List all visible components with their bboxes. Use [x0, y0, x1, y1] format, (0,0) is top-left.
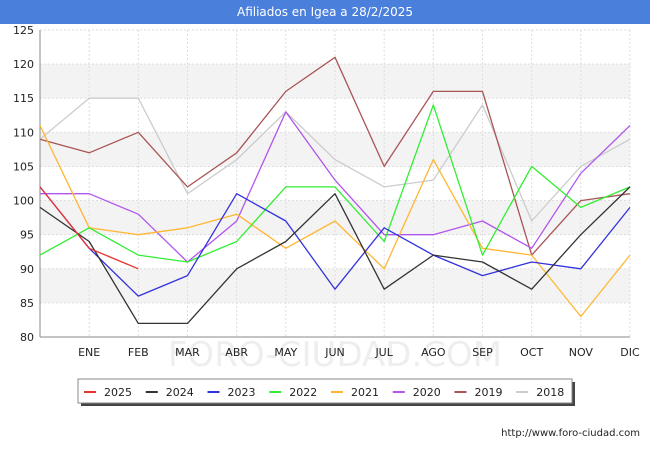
y-axis: 80 85 90 95 100 105 110 115 120 125: [13, 24, 34, 344]
legend: 2025 2024 2023 2022 2021 2020 2019 2018: [77, 378, 575, 406]
series-line-2022: [39, 104, 631, 263]
y-tick-label: 80: [20, 331, 34, 344]
x-tick-label: FEB: [128, 346, 149, 359]
footer-url[interactable]: http://www.foro-ciudad.com: [501, 428, 640, 439]
legend-label: 2023: [228, 386, 256, 399]
series-line-2021: [39, 125, 631, 318]
y-tick-label: 85: [20, 297, 34, 310]
series-line-2025: [39, 186, 139, 270]
background-band: [40, 200, 630, 235]
x-tick-label: ABR: [225, 346, 248, 359]
legend-label: 2018: [536, 386, 564, 399]
x-tick-label: AGO: [421, 346, 446, 359]
x-tick-label: NOV: [569, 346, 594, 359]
legend-label: 2022: [289, 386, 317, 399]
series-line-2018: [39, 97, 631, 222]
x-tick-label: ENE: [78, 346, 100, 359]
legend-label: 2019: [475, 386, 503, 399]
background-band: [40, 64, 630, 99]
series-line-2020: [40, 111, 631, 263]
x-axis: ENE FEB MAR ABR MAY JUN JUL AGO SEP OCT NOV DIC: [78, 346, 640, 359]
y-tick-label: 90: [20, 263, 34, 276]
y-tick-label: 95: [20, 229, 34, 242]
grid-lines: [39, 29, 631, 338]
y-tick-label: 120: [13, 58, 34, 71]
series-layer: [39, 56, 631, 325]
x-tick-label: SEP: [472, 346, 493, 359]
legend-box: [77, 378, 573, 404]
legend-label: 2020: [413, 386, 441, 399]
x-tick-label: DIC: [620, 346, 640, 359]
chart-title: Afiliados en Igea a 28/2/2025: [236, 5, 414, 19]
x-tick-label: JUN: [324, 346, 345, 359]
x-tick-label: JUL: [374, 346, 393, 359]
x-tick-label: OCT: [520, 346, 543, 359]
legend-label: 2024: [166, 386, 194, 399]
y-tick-label: 125: [13, 24, 34, 37]
y-tick-label: 110: [13, 126, 34, 139]
y-tick-label: 100: [13, 195, 34, 208]
y-tick-label: 105: [13, 160, 34, 173]
series-line-2023: [39, 186, 631, 297]
y-tick-label: 115: [13, 92, 34, 105]
background-band: [40, 132, 630, 167]
x-tick-label: MAR: [175, 346, 200, 359]
watermark: FORO-CIUDAD.COM: [168, 335, 502, 375]
legend-label: 2021: [351, 386, 379, 399]
series-line-2024: [39, 186, 631, 325]
legend-label: 2025: [104, 386, 132, 399]
x-tick-label: MAY: [274, 346, 297, 359]
title-bar: [0, 0, 650, 24]
